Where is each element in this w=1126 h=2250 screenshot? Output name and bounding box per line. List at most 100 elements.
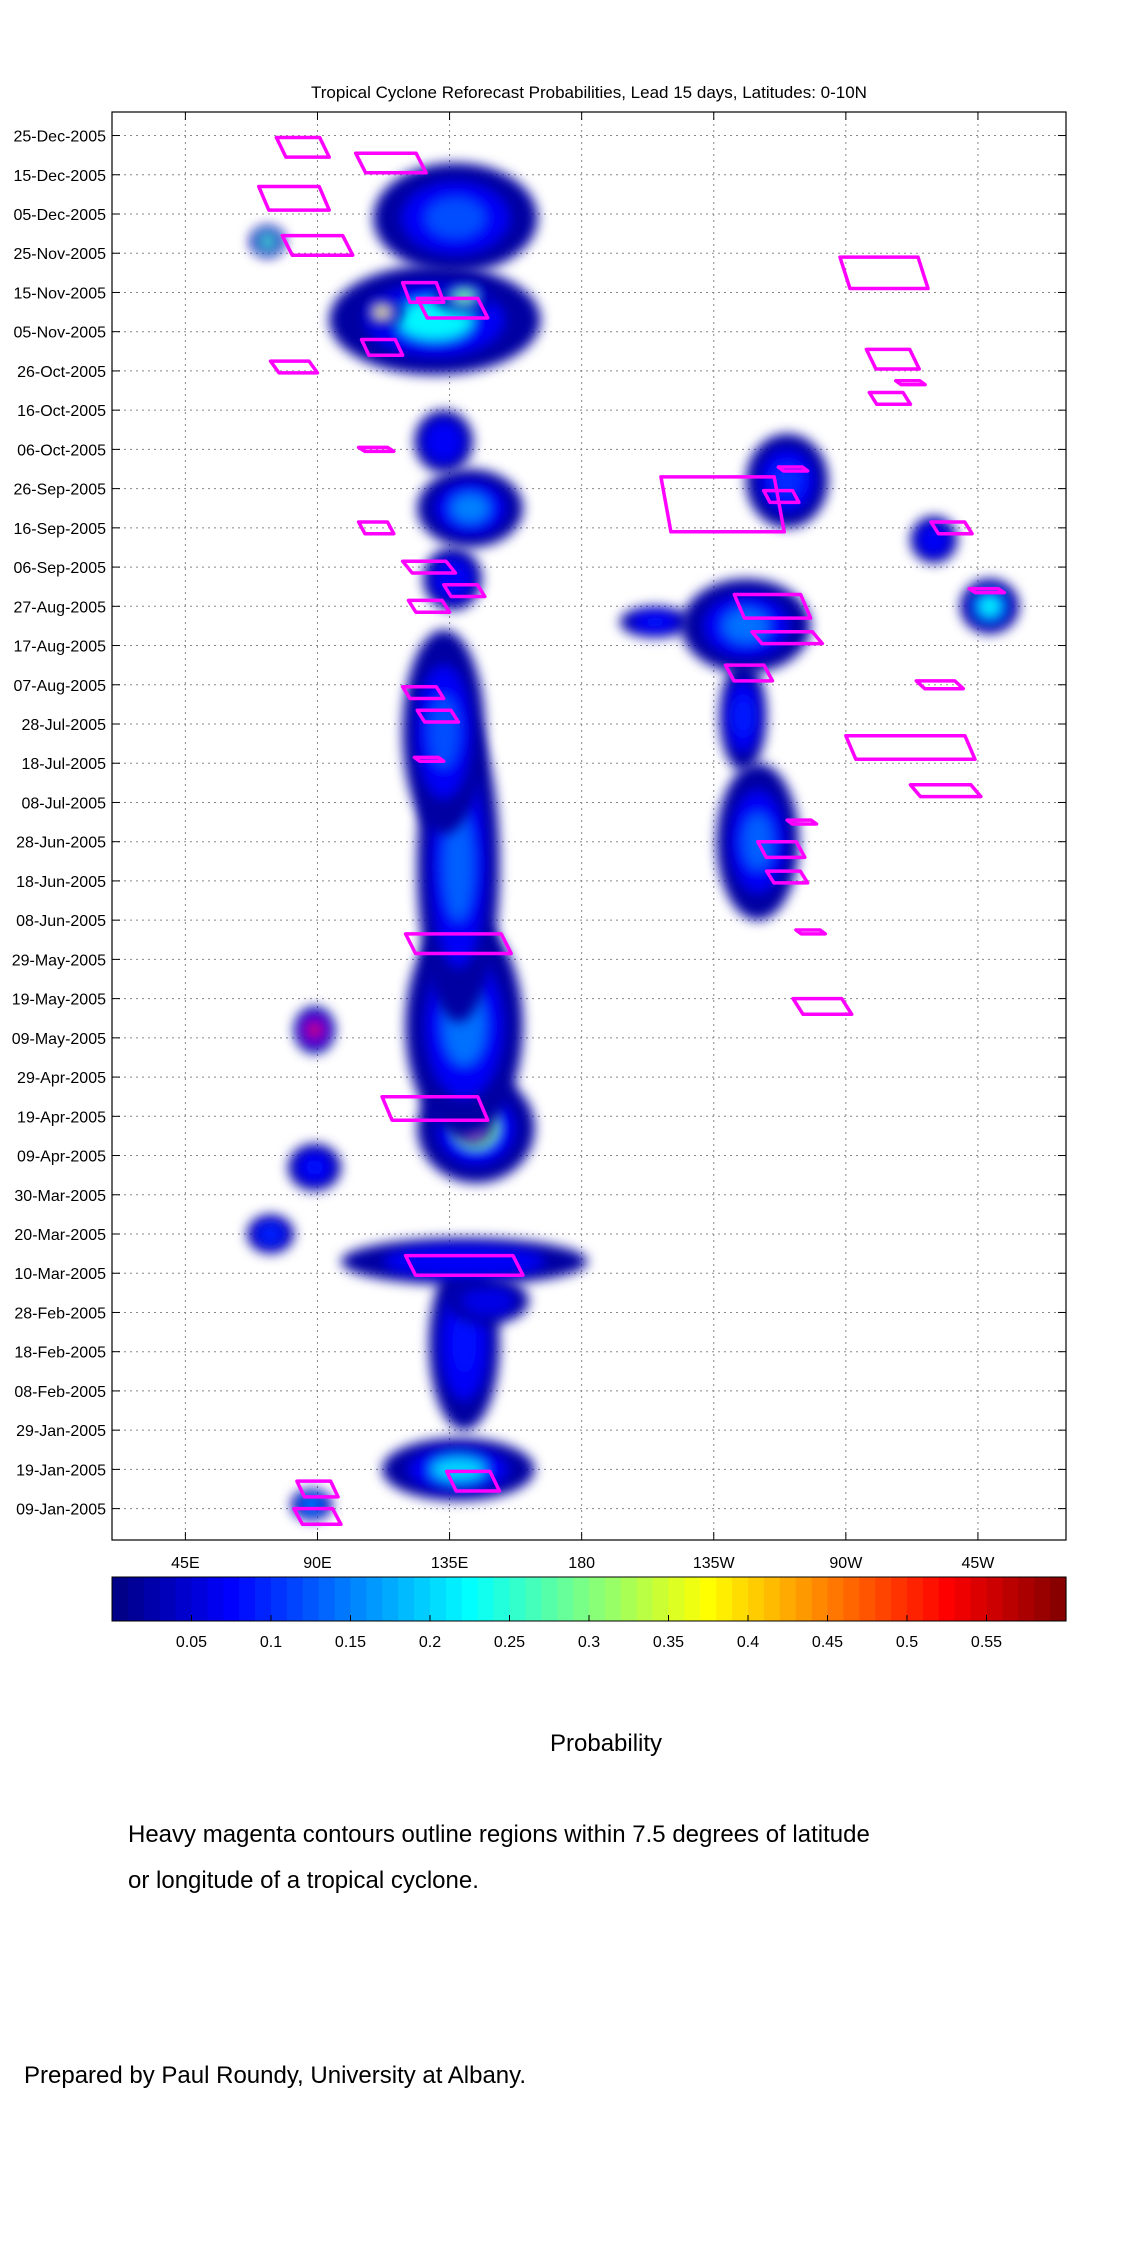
colorbar: 0.05 0.1 0.15 0.2 0.25 0.3 0.35 0.4 0.45 0.5 0.55: [111, 1576, 1067, 1651]
y-tick-label: 28-Jul-2005: [22, 717, 107, 734]
colorbar-cell: [334, 1577, 352, 1621]
probability-region: [446, 1277, 529, 1325]
colorbar-cell: [732, 1577, 749, 1621]
tc-contour: [893, 378, 927, 387]
region-core: [433, 430, 454, 453]
probability-region: [361, 296, 403, 328]
y-tick-label: 09-May-2005: [12, 1031, 106, 1048]
colorbar-label: Probability: [550, 1730, 663, 1757]
colorbar-cell: [970, 1577, 988, 1621]
region-core: [642, 616, 668, 628]
probability-region: [373, 163, 538, 273]
colorbar-cell: [143, 1577, 161, 1621]
region-core: [261, 235, 274, 247]
y-tick-label: 16-Oct-2005: [17, 403, 106, 420]
colorbar-tick-label: 0.25: [494, 1634, 525, 1651]
colorbar-cell: [716, 1577, 733, 1621]
y-tick-label: 28-Jun-2005: [16, 835, 106, 852]
colorbar-tick-label: 0.1: [260, 1634, 282, 1651]
y-tick-label: 26-Oct-2005: [17, 364, 106, 381]
y-tick-label: 16-Sep-2005: [13, 521, 106, 538]
colorbar-cell: [414, 1577, 431, 1621]
colorbar-cell: [636, 1577, 654, 1621]
colorbar-cell: [191, 1577, 208, 1621]
y-tick-label: 30-Mar-2005: [14, 1188, 106, 1205]
colorbar-tick-label: 0.5: [896, 1634, 918, 1651]
tc-contour: [292, 1506, 343, 1527]
colorbar-tick-label: 0.05: [176, 1634, 207, 1651]
colorbar-cell: [986, 1577, 1003, 1621]
probability-region: [910, 516, 958, 564]
colorbar-cell: [843, 1577, 860, 1621]
colorbar-cell: [811, 1577, 829, 1621]
colorbar-cell: [748, 1577, 765, 1621]
tc-contour: [406, 598, 452, 614]
colorbar-cell: [795, 1577, 813, 1621]
colorbar-cell: [366, 1577, 383, 1621]
y-tick-label: 18-Feb-2005: [14, 1345, 106, 1362]
colorbar-cell: [763, 1577, 781, 1621]
caption: Heavy magenta contours outline regions w…: [128, 1812, 1028, 1904]
colorbar-tick-label: 0.35: [653, 1634, 684, 1651]
y-tick-label: 29-Apr-2005: [17, 1070, 106, 1087]
x-tick-label: 90E: [303, 1555, 331, 1572]
tc-contour: [791, 996, 854, 1017]
y-tick-label: 25-Nov-2005: [14, 246, 107, 263]
y-tick-label: 09-Apr-2005: [17, 1149, 106, 1166]
colorbar-cell: [668, 1577, 685, 1621]
y-tick-label: 18-Jun-2005: [16, 874, 106, 891]
colorbar-cell: [350, 1577, 367, 1621]
tc-contour: [400, 684, 446, 701]
tc-contour: [659, 475, 786, 534]
region-core: [307, 1021, 322, 1039]
probability-region: [681, 578, 811, 674]
tc-contour: [750, 630, 825, 646]
y-tick-label: 07-Aug-2005: [13, 678, 106, 695]
tc-contour: [732, 592, 813, 620]
colorbar-cell: [589, 1577, 606, 1621]
colorbar-cell: [239, 1577, 256, 1621]
y-tick-label: 06-Sep-2005: [13, 560, 106, 577]
plot-area: [112, 112, 1066, 1540]
tc-contour: [723, 663, 775, 683]
probability-region: [402, 629, 485, 834]
colorbar-tick-label: 0.4: [737, 1634, 759, 1651]
colorbar-cell: [1034, 1577, 1051, 1621]
region-core: [734, 696, 752, 736]
colorbar-cell: [112, 1577, 129, 1621]
tc-contour: [295, 1479, 340, 1499]
region-core: [431, 1458, 486, 1481]
colorbar-cell: [302, 1577, 320, 1621]
tc-contour: [280, 233, 355, 257]
region-core: [451, 1313, 477, 1375]
colorbar-cell: [1002, 1577, 1019, 1621]
y-tick-label: 17-Aug-2005: [13, 639, 106, 656]
y-tick-label: 06-Oct-2005: [17, 442, 106, 459]
colorbar-cell: [557, 1577, 574, 1621]
probability-field: [247, 163, 1020, 1521]
tc-contour: [268, 359, 320, 375]
region-core: [723, 609, 769, 643]
tc-contour: [867, 390, 913, 407]
region-core: [421, 1253, 508, 1270]
y-tick-label: 05-Nov-2005: [14, 325, 107, 342]
plot-frame: [111, 111, 1067, 1541]
y-tick-label: 29-Jan-2005: [16, 1423, 106, 1440]
x-tick-label: 45W: [961, 1555, 995, 1572]
y-tick-label: 19-May-2005: [12, 992, 106, 1009]
tc-contour: [864, 347, 921, 371]
colorbar-cell: [175, 1577, 193, 1621]
tc-contour: [967, 586, 1007, 595]
tc-contour: [359, 337, 405, 357]
region-core: [305, 1159, 324, 1176]
y-axis: 25-Dec-2005 15-Dec-2005 05-Dec-2005 25-Nov-…: [12, 129, 1066, 1519]
tc-contour: [415, 296, 490, 320]
region-core: [443, 810, 473, 921]
tc-contour: [257, 184, 331, 212]
y-tick-label: 29-May-2005: [12, 952, 106, 969]
y-tick-label: 27-Aug-2005: [13, 599, 106, 616]
x-tick-label: 90W: [829, 1555, 863, 1572]
colorbar-tick-label: 0.2: [419, 1634, 441, 1651]
caption-line-1: Heavy magenta contours outline regions w…: [128, 1821, 870, 1848]
